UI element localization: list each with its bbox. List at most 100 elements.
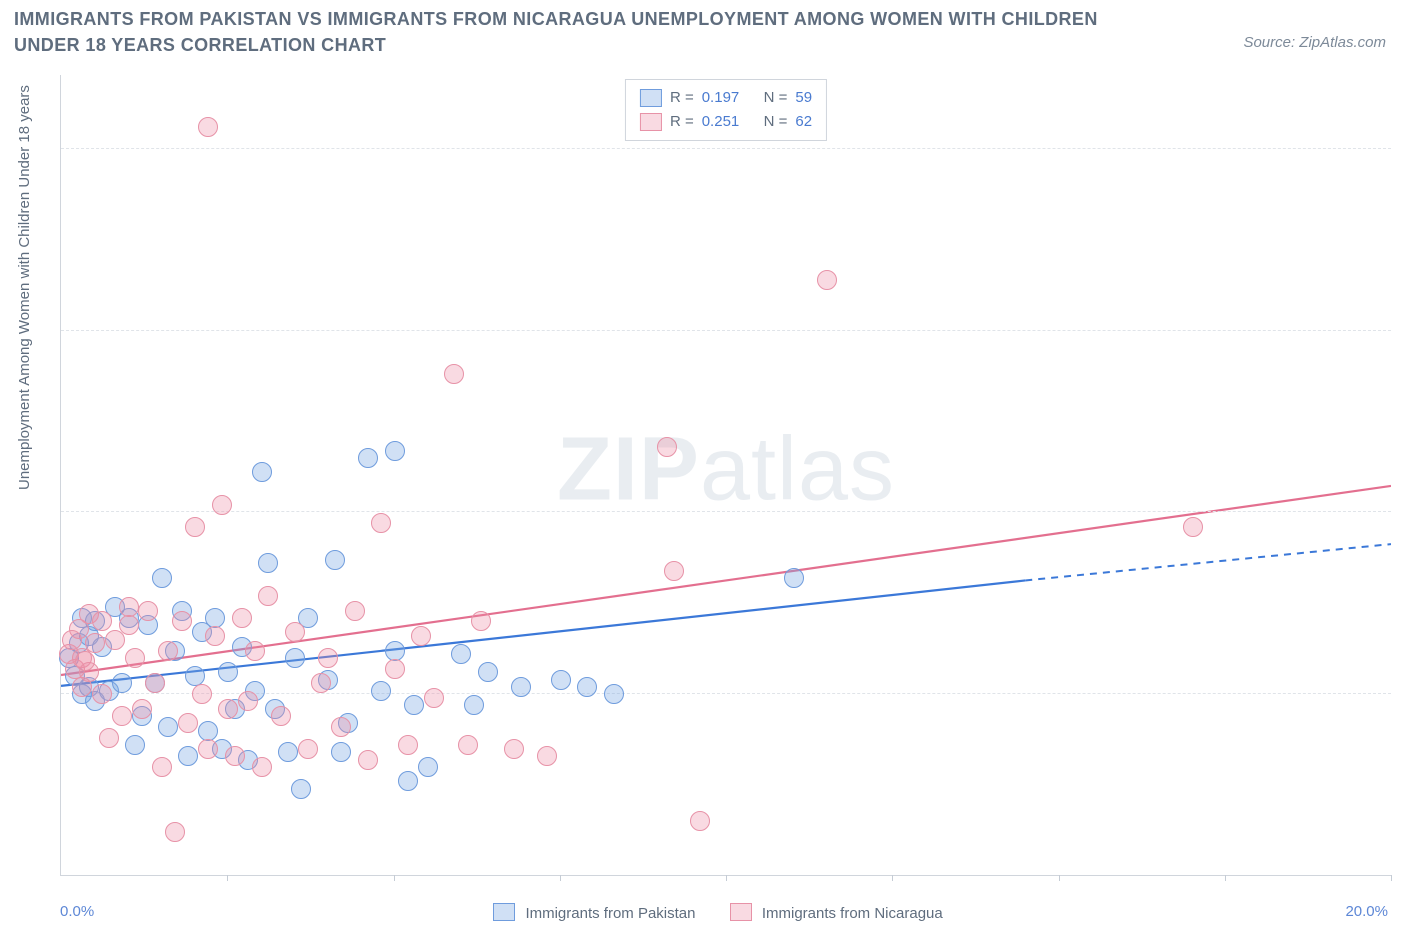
point-nicaragua bbox=[232, 608, 252, 628]
point-pakistan bbox=[371, 681, 391, 701]
point-pakistan bbox=[198, 721, 218, 741]
point-pakistan bbox=[604, 684, 624, 704]
chart-container: IMMIGRANTS FROM PAKISTAN VS IMMIGRANTS F… bbox=[0, 0, 1406, 930]
r-prefix: R = bbox=[670, 110, 694, 134]
point-pakistan bbox=[291, 779, 311, 799]
point-nicaragua bbox=[345, 601, 365, 621]
point-nicaragua bbox=[212, 495, 232, 515]
point-nicaragua bbox=[271, 706, 291, 726]
trendline-extrapolated bbox=[1025, 544, 1391, 580]
point-nicaragua bbox=[371, 513, 391, 533]
point-pakistan bbox=[218, 662, 238, 682]
point-nicaragua bbox=[92, 684, 112, 704]
point-pakistan bbox=[252, 462, 272, 482]
point-nicaragua bbox=[145, 673, 165, 693]
point-nicaragua bbox=[690, 811, 710, 831]
chart-title: IMMIGRANTS FROM PAKISTAN VS IMMIGRANTS F… bbox=[14, 6, 1134, 58]
point-nicaragua bbox=[311, 673, 331, 693]
point-nicaragua bbox=[458, 735, 478, 755]
point-nicaragua bbox=[444, 364, 464, 384]
point-nicaragua bbox=[205, 626, 225, 646]
swatch-nicaragua bbox=[640, 113, 662, 131]
point-nicaragua bbox=[192, 684, 212, 704]
n-value-pakistan: 59 bbox=[795, 86, 812, 110]
n-prefix: N = bbox=[764, 86, 788, 110]
point-nicaragua bbox=[125, 648, 145, 668]
legend-row-nicaragua: R = 0.251 N = 62 bbox=[640, 110, 812, 134]
series-legend: Immigrants from Pakistan Immigrants from… bbox=[0, 903, 1406, 922]
point-pakistan bbox=[404, 695, 424, 715]
point-nicaragua bbox=[218, 699, 238, 719]
point-nicaragua bbox=[178, 713, 198, 733]
point-nicaragua bbox=[152, 757, 172, 777]
point-nicaragua bbox=[424, 688, 444, 708]
point-pakistan bbox=[205, 608, 225, 628]
point-pakistan bbox=[112, 673, 132, 693]
point-pakistan bbox=[784, 568, 804, 588]
point-nicaragua bbox=[119, 615, 139, 635]
point-pakistan bbox=[551, 670, 571, 690]
point-nicaragua bbox=[198, 739, 218, 759]
n-value-nicaragua: 62 bbox=[795, 110, 812, 134]
point-pakistan bbox=[464, 695, 484, 715]
swatch-nicaragua bbox=[730, 903, 752, 921]
watermark-zip: ZIP bbox=[557, 419, 700, 519]
r-value-pakistan: 0.197 bbox=[702, 86, 740, 110]
gridline bbox=[61, 511, 1391, 512]
point-nicaragua bbox=[138, 601, 158, 621]
point-nicaragua bbox=[225, 746, 245, 766]
point-nicaragua bbox=[132, 699, 152, 719]
point-nicaragua bbox=[331, 717, 351, 737]
point-pakistan bbox=[385, 441, 405, 461]
x-tick bbox=[227, 875, 228, 881]
point-nicaragua bbox=[1183, 517, 1203, 537]
point-pakistan bbox=[278, 742, 298, 762]
point-pakistan bbox=[178, 746, 198, 766]
gridline bbox=[61, 148, 1391, 149]
r-value-nicaragua: 0.251 bbox=[702, 110, 740, 134]
point-nicaragua bbox=[318, 648, 338, 668]
point-pakistan bbox=[418, 757, 438, 777]
point-nicaragua bbox=[112, 706, 132, 726]
point-pakistan bbox=[285, 648, 305, 668]
point-nicaragua bbox=[298, 739, 318, 759]
point-pakistan bbox=[358, 448, 378, 468]
x-tick bbox=[1391, 875, 1392, 881]
point-nicaragua bbox=[92, 611, 112, 631]
point-nicaragua bbox=[185, 517, 205, 537]
swatch-pakistan bbox=[640, 89, 662, 107]
point-nicaragua bbox=[252, 757, 272, 777]
point-nicaragua bbox=[245, 641, 265, 661]
point-nicaragua bbox=[504, 739, 524, 759]
gridline bbox=[61, 330, 1391, 331]
series-name-nicaragua: Immigrants from Nicaragua bbox=[762, 905, 943, 922]
point-nicaragua bbox=[411, 626, 431, 646]
point-nicaragua bbox=[664, 561, 684, 581]
x-tick bbox=[394, 875, 395, 881]
point-nicaragua bbox=[398, 735, 418, 755]
point-nicaragua bbox=[657, 437, 677, 457]
x-tick bbox=[560, 875, 561, 881]
point-pakistan bbox=[398, 771, 418, 791]
point-nicaragua bbox=[172, 611, 192, 631]
watermark-atlas: atlas bbox=[700, 419, 895, 519]
point-pakistan bbox=[258, 553, 278, 573]
point-nicaragua bbox=[158, 641, 178, 661]
point-pakistan bbox=[125, 735, 145, 755]
point-pakistan bbox=[331, 742, 351, 762]
point-pakistan bbox=[478, 662, 498, 682]
point-nicaragua bbox=[198, 117, 218, 137]
point-nicaragua bbox=[358, 750, 378, 770]
y-axis-label: Unemployment Among Women with Children U… bbox=[16, 85, 33, 490]
point-pakistan bbox=[451, 644, 471, 664]
point-nicaragua bbox=[62, 630, 82, 650]
point-nicaragua bbox=[238, 691, 258, 711]
point-pakistan bbox=[152, 568, 172, 588]
x-tick bbox=[1059, 875, 1060, 881]
point-pakistan bbox=[185, 666, 205, 686]
point-nicaragua bbox=[99, 728, 119, 748]
n-prefix: N = bbox=[764, 110, 788, 134]
point-nicaragua bbox=[119, 597, 139, 617]
swatch-pakistan bbox=[493, 903, 515, 921]
x-tick bbox=[1225, 875, 1226, 881]
